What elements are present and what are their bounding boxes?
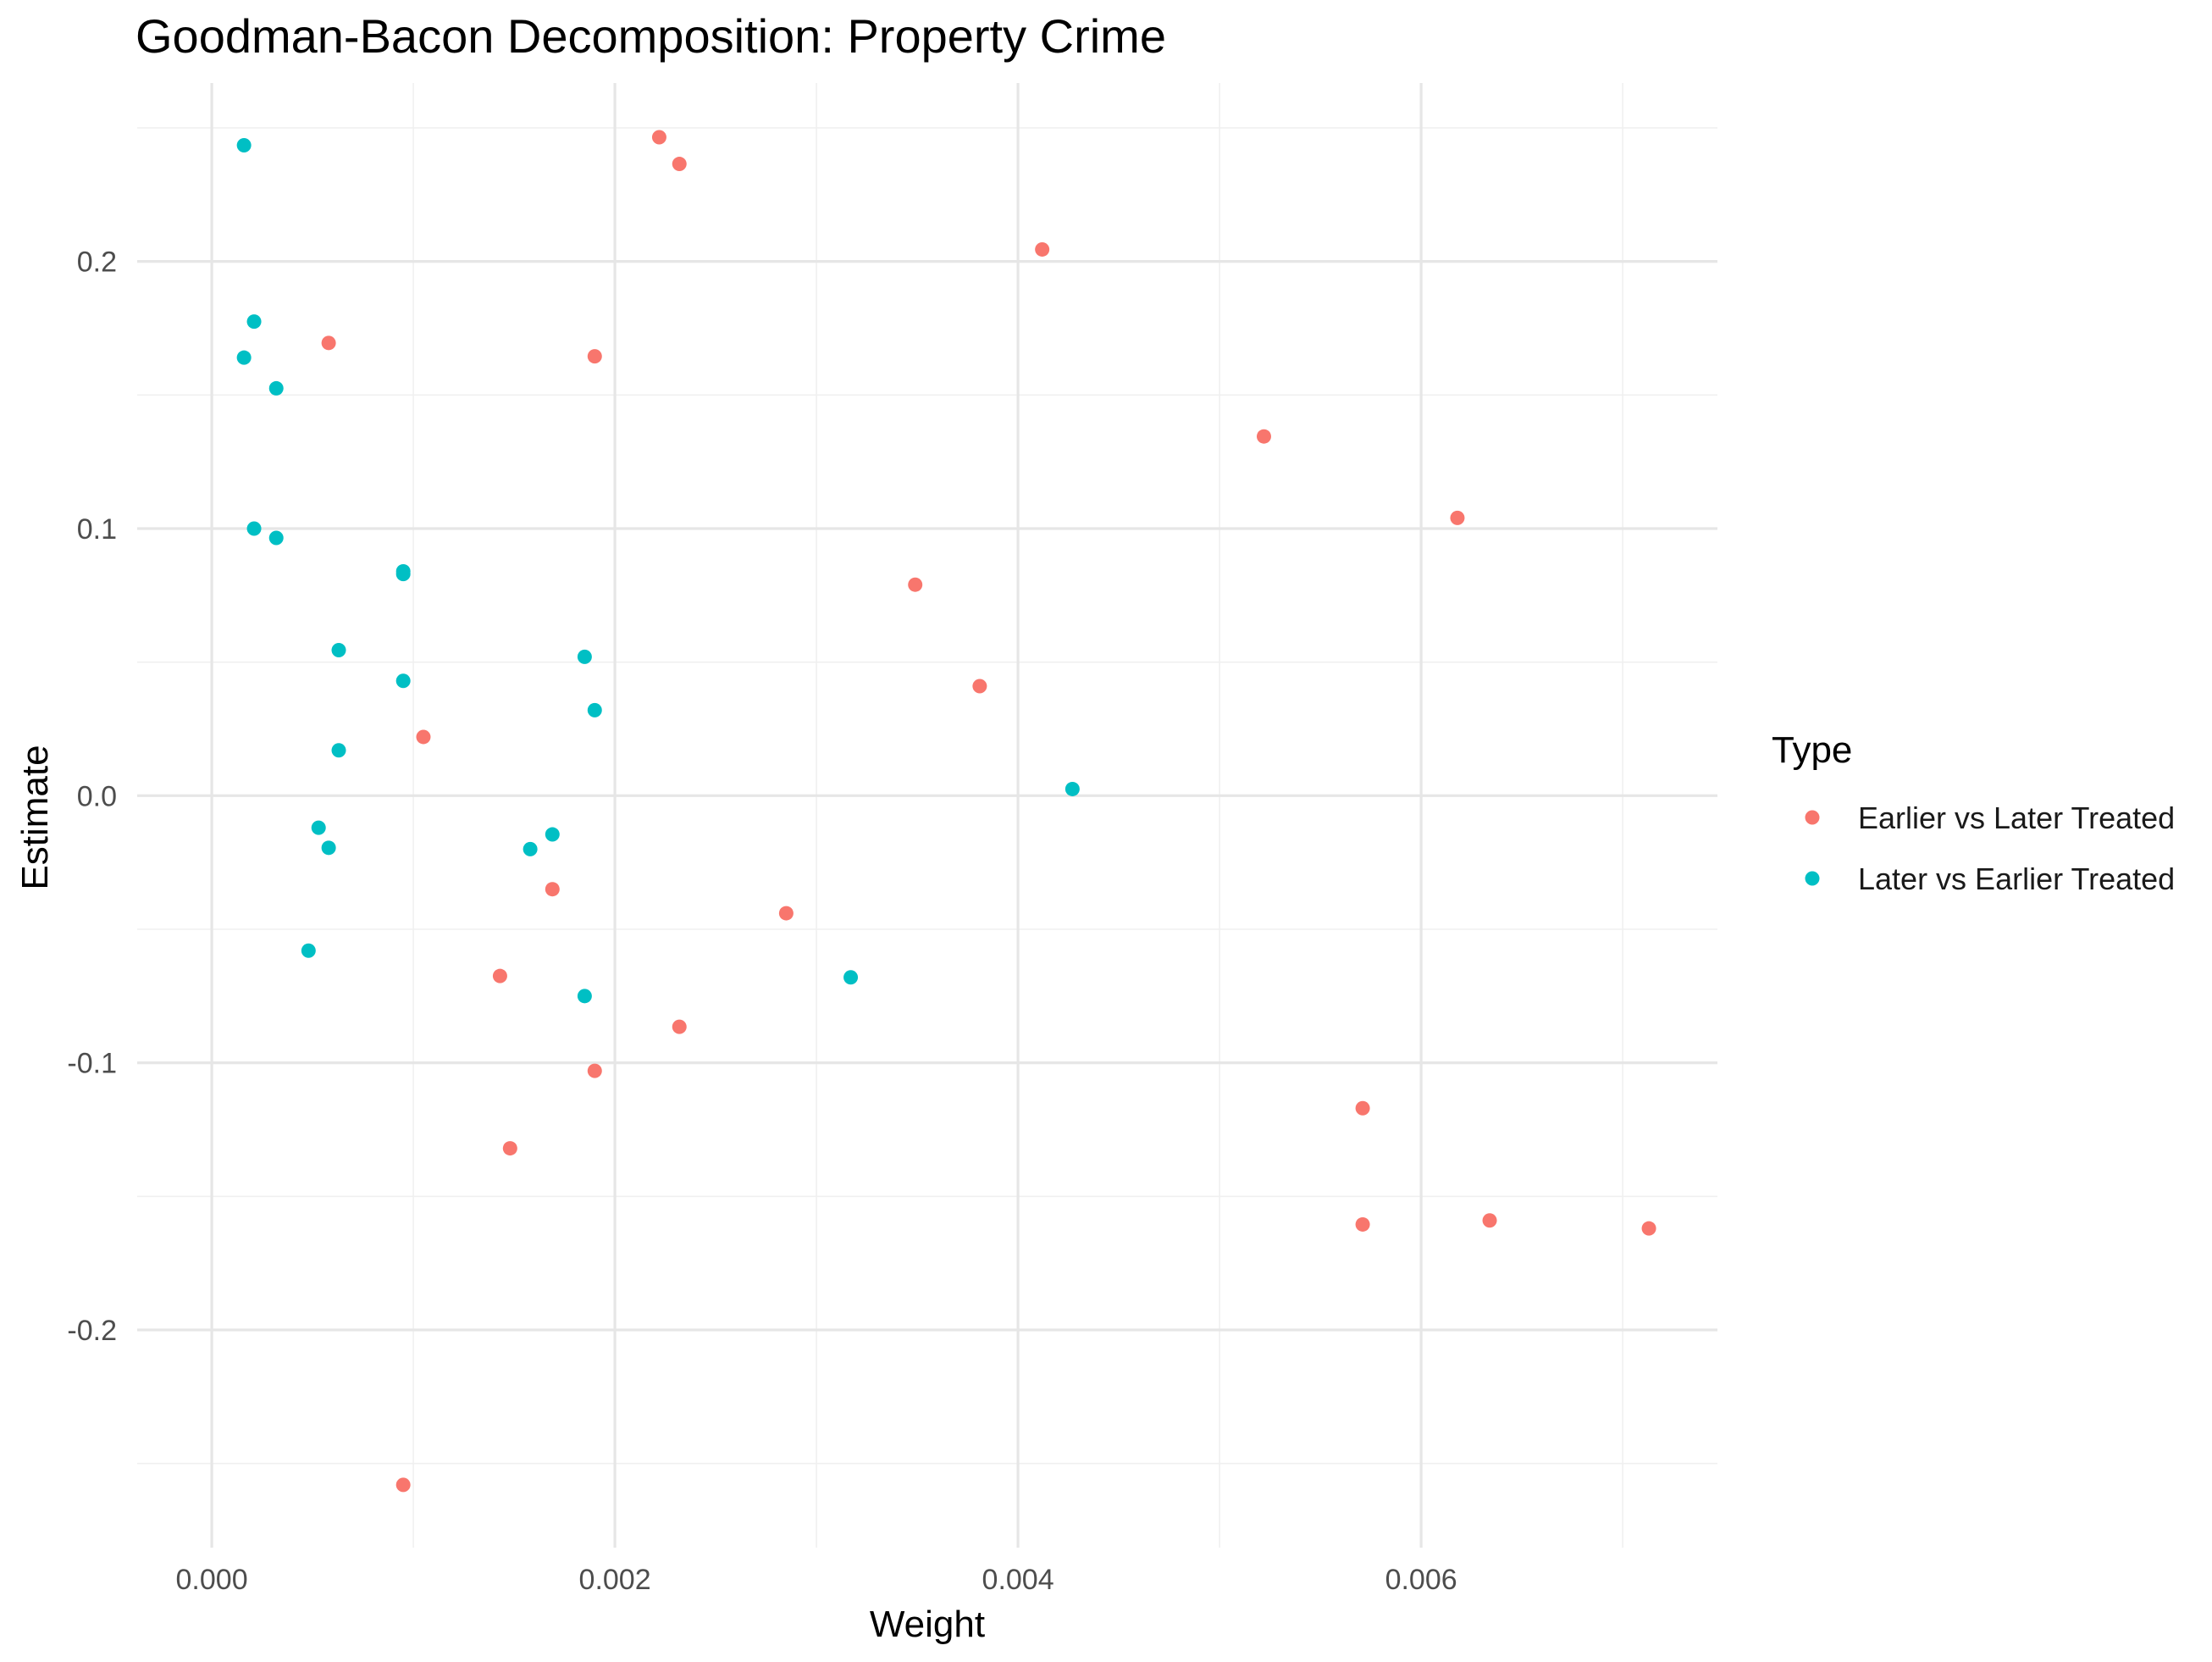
point-earlier-vs-later [672, 157, 687, 172]
point-later-vs-earlier [321, 840, 336, 856]
legend-key-dot [1805, 871, 1820, 886]
point-later-vs-earlier [331, 743, 346, 758]
x-tick-label: 0.000 [176, 1564, 248, 1596]
point-later-vs-earlier [268, 380, 284, 396]
data-points [236, 130, 1656, 1493]
point-later-vs-earlier [246, 314, 262, 330]
point-later-vs-earlier [523, 841, 538, 856]
legend: Type Earlier vs Later Treated Later vs Ea… [1772, 729, 2175, 896]
y-tick-label: -0.1 [67, 1048, 117, 1080]
point-earlier-vs-later [587, 349, 602, 364]
x-axis-title: Weight [870, 1604, 985, 1645]
point-earlier-vs-later [587, 1063, 602, 1078]
point-earlier-vs-later [416, 729, 431, 745]
y-tick-label: 0.2 [77, 247, 117, 279]
point-later-vs-earlier [236, 350, 252, 365]
y-tick-label: 0.0 [77, 780, 117, 812]
point-earlier-vs-later [1482, 1213, 1497, 1228]
point-later-vs-earlier [587, 702, 602, 717]
point-later-vs-earlier [236, 137, 252, 152]
point-later-vs-earlier [577, 649, 592, 664]
point-later-vs-earlier [246, 521, 262, 536]
point-earlier-vs-later [1450, 510, 1465, 525]
point-later-vs-earlier [395, 567, 411, 582]
y-axis-title: Estimate [14, 745, 56, 889]
grid [137, 83, 1717, 1548]
y-tick-label: -0.2 [67, 1315, 117, 1347]
point-earlier-vs-later [908, 577, 923, 592]
point-earlier-vs-later [972, 679, 987, 694]
point-later-vs-earlier [301, 943, 316, 958]
y-axis-ticks: -0.2 -0.1 0.0 0.1 0.2 [67, 247, 117, 1347]
x-tick-label: 0.002 [579, 1564, 651, 1596]
point-later-vs-earlier [545, 827, 560, 842]
point-earlier-vs-later [651, 130, 666, 145]
point-earlier-vs-later [545, 882, 560, 897]
point-later-vs-earlier [311, 820, 326, 835]
x-axis-ticks: 0.000 0.002 0.004 0.006 [176, 1564, 1457, 1596]
point-later-vs-earlier [1065, 781, 1080, 796]
point-later-vs-earlier [843, 970, 859, 985]
legend-key-dot [1805, 810, 1820, 825]
point-later-vs-earlier [395, 673, 411, 689]
point-later-vs-earlier [331, 642, 346, 657]
point-earlier-vs-later [492, 968, 507, 983]
point-later-vs-earlier [577, 989, 592, 1004]
legend-title: Type [1772, 729, 1852, 771]
point-earlier-vs-later [1355, 1216, 1370, 1232]
point-later-vs-earlier [268, 530, 284, 546]
point-earlier-vs-later [1035, 241, 1050, 257]
point-earlier-vs-later [1355, 1100, 1370, 1116]
point-earlier-vs-later [395, 1477, 411, 1493]
point-earlier-vs-later [672, 1019, 687, 1034]
chart-title: Goodman-Bacon Decomposition: Property Cr… [135, 9, 1166, 63]
point-earlier-vs-later [502, 1141, 517, 1156]
x-tick-label: 0.006 [1385, 1564, 1457, 1596]
point-earlier-vs-later [1256, 429, 1271, 444]
point-earlier-vs-later [778, 906, 794, 921]
legend-label: Earlier vs Later Treated [1858, 801, 2175, 835]
legend-label: Later vs Earlier Treated [1858, 861, 2175, 896]
point-earlier-vs-later [321, 335, 336, 351]
y-tick-label: 0.1 [77, 513, 117, 546]
x-tick-label: 0.004 [982, 1564, 1054, 1596]
point-earlier-vs-later [1641, 1221, 1656, 1236]
